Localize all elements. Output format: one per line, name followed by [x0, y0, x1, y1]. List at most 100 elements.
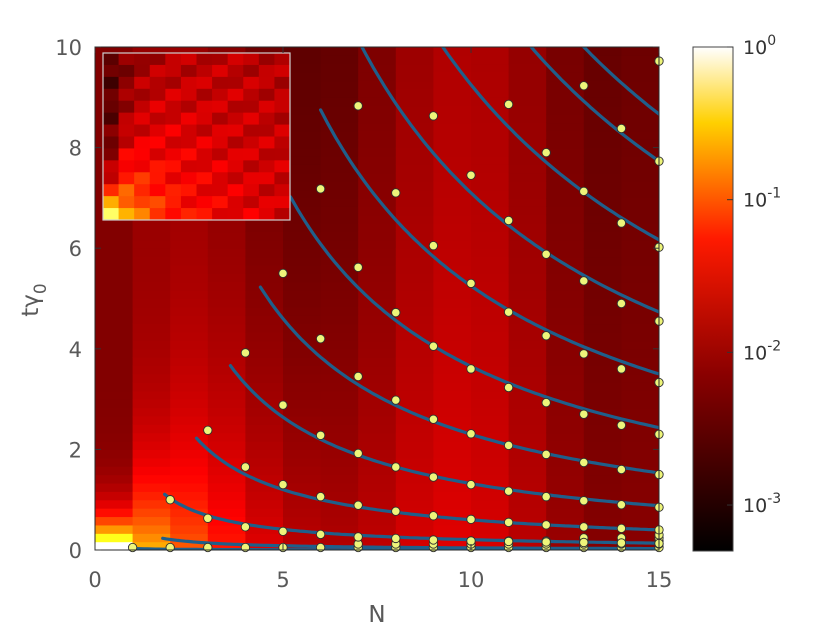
heatmap-cell: [358, 415, 397, 425]
heatmap-cell: [95, 256, 134, 266]
heatmap-cell: [245, 524, 284, 534]
inset-cell: [227, 184, 244, 197]
heatmap-cell: [283, 315, 322, 325]
heatmap-cell: [170, 399, 209, 409]
heatmap-cell: [283, 97, 322, 107]
heatmap-cell: [395, 189, 434, 199]
heatmap-cell: [245, 491, 284, 501]
heatmap-cell: [358, 365, 397, 375]
heatmap-cell: [170, 281, 209, 291]
heatmap-cell: [546, 499, 585, 509]
heatmap-cell: [320, 382, 359, 392]
heatmap-cell: [395, 332, 434, 342]
heatmap-cell: [132, 373, 171, 383]
inset-cell: [274, 172, 291, 185]
heatmap-cell: [95, 415, 134, 425]
heatmap-cell: [207, 281, 246, 291]
heatmap-cell: [207, 223, 246, 233]
inset-cell: [258, 148, 275, 161]
heatmap-cell: [471, 130, 510, 140]
heatmap-cell: [207, 441, 246, 450]
heatmap-cell: [433, 264, 472, 274]
heatmap-cell: [583, 172, 622, 182]
heatmap-cell: [283, 482, 322, 492]
heatmap-cell: [508, 189, 547, 199]
heatmap-cell: [358, 206, 397, 216]
inset-cell: [196, 53, 213, 66]
heatmap-cell: [320, 114, 359, 124]
heatmap-cell: [508, 206, 547, 216]
data-point: [315, 430, 326, 440]
heatmap-cell: [433, 457, 472, 467]
heatmap-cell: [358, 508, 397, 518]
heatmap-cell: [95, 315, 134, 325]
heatmap-cell: [95, 541, 134, 550]
inset-cell: [227, 112, 244, 126]
heatmap-cell: [283, 189, 322, 199]
heatmap-cell: [508, 281, 547, 291]
heatmap-cell: [95, 239, 134, 249]
plot-frame: [94, 46, 660, 551]
heatmap-cell: [170, 524, 209, 534]
heatmap-cell: [395, 499, 434, 509]
heatmap-cell: [433, 181, 472, 191]
heatmap-cell: [471, 256, 510, 266]
heatmap-cell: [508, 122, 547, 132]
heatmap-cell: [320, 239, 359, 249]
inset-cell: [227, 53, 244, 66]
heatmap-cell: [508, 105, 547, 115]
heatmap-cell: [433, 482, 472, 492]
inset-cell: [134, 196, 151, 209]
heatmap-cell: [508, 340, 547, 350]
heatmap-cell: [508, 533, 547, 543]
data-point: [391, 506, 401, 516]
heatmap-cell: [471, 72, 510, 82]
heatmap-cell: [546, 340, 585, 350]
heatmap-cell: [621, 248, 659, 258]
heatmap-cell: [95, 365, 134, 375]
heatmap-cell: [95, 231, 134, 241]
y-tick-label: 2: [69, 438, 82, 462]
heatmap-cell: [508, 248, 547, 258]
heatmap-cell: [170, 315, 209, 325]
heatmap-cell: [283, 399, 322, 409]
heatmap-cell: [508, 290, 547, 300]
heatmap-cell: [546, 223, 585, 233]
heatmap-cell: [583, 508, 622, 518]
inset-cell: [274, 148, 291, 161]
heatmap-cell: [283, 516, 322, 526]
heatmap-cell: [433, 340, 472, 350]
heatmap-cell: [433, 172, 472, 182]
heatmap-cell: [433, 63, 472, 73]
heatmap-cell: [395, 449, 434, 459]
heatmap-cell: [395, 214, 434, 224]
inset-cell: [103, 172, 120, 185]
heatmap-cell: [245, 474, 284, 484]
heatmap-cell: [358, 441, 397, 450]
inset-cell: [243, 196, 260, 209]
heatmap-cell: [95, 290, 134, 300]
heatmap-cell: [320, 415, 359, 425]
inset-cell: [227, 160, 244, 173]
heatmap-cell: [132, 432, 171, 442]
heatmap-cell: [546, 72, 585, 82]
data-point: [541, 520, 551, 530]
inset-cell: [212, 112, 229, 126]
inset-cell: [165, 53, 182, 66]
heatmap-cell: [395, 457, 434, 467]
heatmap-cell: [170, 390, 209, 400]
heatmap-cell: [207, 264, 246, 274]
heatmap-cell: [170, 332, 209, 342]
inset-cell: [212, 100, 229, 114]
inset-cell: [196, 88, 213, 102]
heatmap-cell: [433, 47, 472, 56]
inset-cell: [134, 100, 151, 114]
data-point: [391, 395, 401, 405]
inset-cell: [149, 64, 166, 78]
heatmap-cell: [132, 332, 171, 342]
heatmap-cell: [95, 407, 134, 417]
heatmap-cell: [245, 323, 284, 333]
inset-heatmap: [103, 53, 291, 221]
inset-cell: [243, 76, 260, 90]
inset-cell: [274, 53, 291, 66]
